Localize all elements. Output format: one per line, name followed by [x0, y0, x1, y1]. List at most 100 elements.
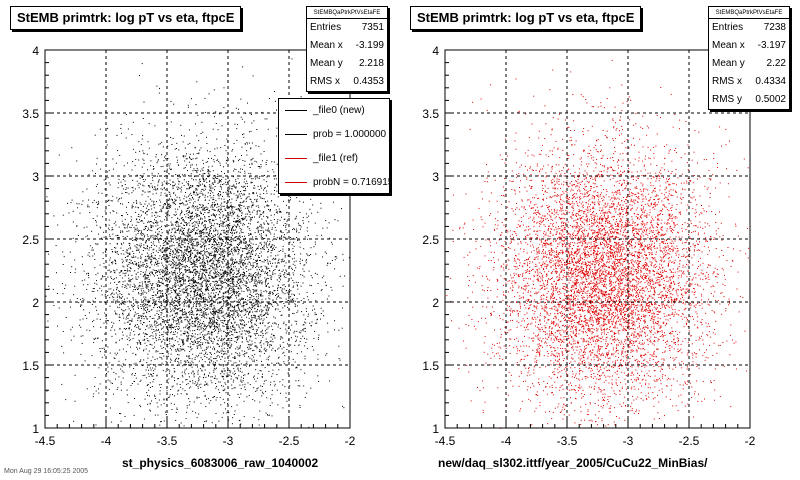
left-data-point [261, 329, 263, 331]
left-data-point [160, 387, 162, 388]
left-data-point [182, 261, 184, 262]
left-data-point [194, 265, 196, 267]
left-data-point [133, 226, 135, 228]
left-data-point [46, 196, 48, 198]
left-data-point [170, 224, 172, 226]
left-data-point [142, 211, 144, 213]
left-data-point [140, 308, 142, 309]
left-data-point [209, 195, 211, 197]
left-data-point [124, 218, 126, 220]
left-data-point [163, 347, 165, 348]
left-data-point [274, 100, 276, 102]
left-data-point [210, 259, 212, 261]
left-data-point [193, 285, 194, 286]
left-data-point [175, 308, 177, 310]
left-data-point [168, 372, 170, 374]
left-data-point [230, 264, 232, 266]
left-data-point [167, 215, 169, 217]
left-data-point [201, 121, 203, 123]
left-data-point [191, 218, 193, 220]
left-data-point [170, 121, 172, 123]
left-data-point [266, 204, 268, 206]
left-data-point [282, 379, 284, 381]
left-data-point [169, 206, 171, 207]
left-data-point [323, 275, 325, 277]
left-data-point [111, 200, 113, 202]
left-data-point [190, 164, 192, 166]
left-data-point [250, 291, 252, 293]
left-data-point [238, 171, 240, 173]
left-data-point [168, 240, 170, 242]
left-data-point [228, 229, 230, 231]
left-data-point [209, 184, 211, 186]
left-data-point [197, 214, 199, 215]
left-data-point [187, 295, 189, 297]
left-data-point [123, 242, 125, 244]
left-data-point [169, 194, 171, 195]
left-data-point [216, 281, 218, 283]
left-data-point [181, 243, 182, 245]
left-data-point [189, 269, 191, 271]
left-data-point [173, 256, 175, 258]
left-data-point [207, 325, 208, 327]
left-data-point [148, 340, 150, 342]
left-data-point [251, 275, 253, 277]
left-data-point [207, 227, 209, 229]
left-data-point [202, 272, 204, 274]
left-data-point [75, 268, 77, 270]
left-data-point [164, 302, 166, 304]
left-data-point [262, 212, 264, 214]
left-data-point [204, 248, 205, 250]
left-data-point [260, 302, 262, 304]
left-data-point [216, 276, 218, 278]
left-data-point [249, 246, 251, 248]
left-data-point [151, 255, 153, 256]
left-data-point [181, 182, 183, 184]
left-data-point [218, 205, 220, 207]
left-data-point [155, 294, 157, 296]
left-data-point [297, 288, 299, 290]
left-data-point [176, 257, 177, 258]
left-data-point [268, 292, 270, 294]
left-data-point [198, 243, 199, 245]
left-data-point [128, 277, 130, 279]
left-data-point [140, 144, 142, 146]
left-data-point [205, 245, 207, 247]
left-data-point [132, 148, 134, 150]
left-data-point [265, 162, 267, 163]
left-data-point [151, 259, 153, 261]
left-data-point [86, 329, 88, 331]
left-data-point [215, 413, 217, 414]
left-data-point [184, 227, 185, 229]
left-data-point [136, 244, 138, 245]
left-data-point [292, 312, 294, 314]
left-data-point [255, 276, 257, 278]
left-data-point [217, 246, 219, 248]
left-data-point [255, 345, 257, 347]
left-data-point [238, 182, 240, 184]
left-data-point [247, 295, 248, 297]
left-data-point [155, 225, 157, 227]
left-data-point [107, 227, 109, 229]
left-data-point [63, 352, 65, 354]
left-data-point [210, 227, 212, 229]
left-data-point [216, 360, 218, 362]
left-data-point [247, 286, 249, 288]
left-data-point [255, 250, 257, 252]
left-data-point [128, 327, 130, 329]
left-data-point [242, 250, 243, 252]
left-data-point [203, 366, 205, 368]
left-data-point [193, 291, 195, 292]
left-data-point [212, 329, 214, 330]
left-data-point [233, 314, 235, 316]
left-data-point [234, 308, 236, 310]
left-data-point [210, 190, 212, 192]
left-data-point [131, 383, 133, 384]
left-data-point [200, 402, 202, 404]
left-data-point [186, 250, 188, 252]
left-data-point [165, 267, 166, 269]
left-data-point [232, 270, 234, 272]
left-data-point [242, 274, 243, 276]
left-data-point [304, 358, 306, 360]
left-data-point [286, 400, 288, 402]
